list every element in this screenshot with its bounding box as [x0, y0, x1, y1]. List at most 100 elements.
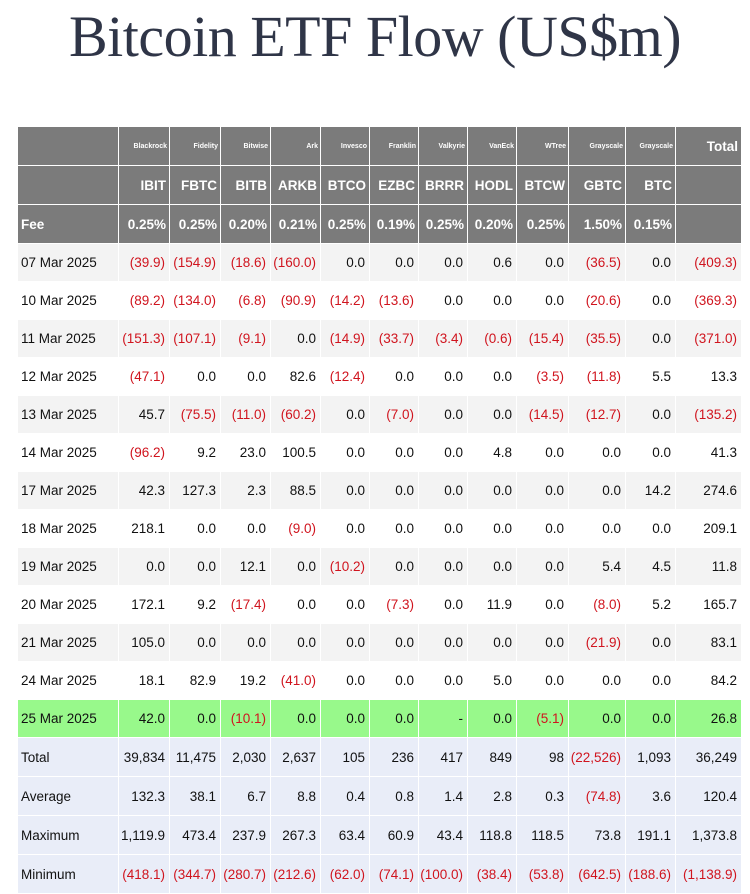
flow-cell: 0.0	[418, 623, 468, 662]
flow-cell: 0.0	[467, 699, 517, 738]
flow-cell: 0.0	[418, 433, 468, 472]
flow-cell: (39.9)	[118, 243, 170, 282]
issuer-header-cell: VanEck	[467, 126, 517, 166]
fee-cell: 0.25%	[118, 204, 170, 244]
summary-cell: (212.6)	[270, 854, 321, 894]
flow-cell: 0.0	[625, 243, 676, 282]
etf-flow-table-container: Blackrock Fidelity Bitwise Ark Invesco F…	[17, 126, 742, 894]
summary-cell: 267.3	[270, 815, 321, 855]
date-cell: 19 Mar 2025	[17, 547, 119, 586]
summary-cell: 236	[369, 737, 419, 777]
total-cell: (371.0)	[675, 319, 742, 358]
flow-cell: (6.8)	[220, 281, 271, 320]
flow-table-body: 07 Mar 2025 (39.9) (154.9) (18.6) (160.0) 0.0…	[17, 243, 742, 894]
flow-cell: 0.0	[270, 585, 321, 624]
flow-cell: 0.0	[169, 509, 221, 548]
total-cell: (409.3)	[675, 243, 742, 282]
flow-cell: 0.0	[516, 509, 569, 548]
flow-cell: 0.0	[369, 509, 419, 548]
issuer-header-cell: Franklin	[369, 126, 419, 166]
flow-cell: 0.0	[625, 281, 676, 320]
table-row: 19 Mar 2025 0.0 0.0 12.1 0.0 (10.2) 0.0 0.0 0.0 0…	[17, 547, 742, 586]
flow-cell: (12.7)	[568, 395, 626, 434]
fee-cell: 0.25%	[169, 204, 221, 244]
summary-cell: (74.1)	[369, 854, 419, 894]
flow-cell: 0.0	[568, 433, 626, 472]
issuer-header-cell	[17, 126, 119, 166]
summary-cell: (62.0)	[320, 854, 370, 894]
summary-cell: 191.1	[625, 815, 676, 855]
summary-cell: 60.9	[369, 815, 419, 855]
flow-cell: (21.9)	[568, 623, 626, 662]
fee-cell: 0.15%	[625, 204, 676, 244]
flow-cell: (33.7)	[369, 319, 419, 358]
summary-cell: 73.8	[568, 815, 626, 855]
flow-cell: 0.0	[418, 547, 468, 586]
flow-cell: 0.0	[320, 471, 370, 510]
table-row: 11 Mar 2025 (151.3) (107.1) (9.1) 0.0 (14.9)(…	[17, 319, 742, 358]
summary-cell: 1.4	[418, 776, 468, 816]
summary-cell: 38.1	[169, 776, 221, 816]
flow-cell: (0.6)	[467, 319, 517, 358]
flow-cell: 42.3	[118, 471, 170, 510]
flow-cell: (151.3)	[118, 319, 170, 358]
table-row: 21 Mar 2025 105.0 0.0 0.0 0.0 0.0 0.0 0.0 0.0 0.0…	[17, 623, 742, 662]
fee-label: Fee	[17, 204, 119, 244]
flow-cell: 0.0	[418, 509, 468, 548]
issuer-header-cell: Grayscale	[625, 126, 676, 166]
flow-cell: 0.0	[516, 433, 569, 472]
flow-cell: (60.2)	[270, 395, 321, 434]
summary-cell: (38.4)	[467, 854, 517, 894]
issuer-header-row: Blackrock Fidelity Bitwise Ark Invesco F…	[17, 126, 742, 166]
summary-cell: (418.1)	[118, 854, 170, 894]
flow-cell: 0.0	[418, 395, 468, 434]
table-row: 14 Mar 2025 (96.2) 9.2 23.0 100.5 0.0 0.0 0.0 4.…	[17, 433, 742, 472]
flow-cell: 0.0	[418, 243, 468, 282]
flow-cell: 45.7	[118, 395, 170, 434]
fee-header-row: Fee 0.25% 0.25% 0.20% 0.21% 0.25% 0.19% …	[17, 204, 742, 244]
summary-cell: (100.0)	[418, 854, 468, 894]
summary-label: Total	[17, 737, 119, 777]
ticker-header-cell: IBIT	[118, 165, 170, 205]
fee-cell: 0.20%	[220, 204, 271, 244]
flow-cell: (134.0)	[169, 281, 221, 320]
flow-cell: (160.0)	[270, 243, 321, 282]
summary-cell: (74.8)	[568, 776, 626, 816]
summary-cell: (280.7)	[220, 854, 271, 894]
flow-cell: 0.0	[625, 433, 676, 472]
flow-cell: 0.0	[320, 395, 370, 434]
total-cell: 84.2	[675, 661, 742, 700]
summary-cell: 2,030	[220, 737, 271, 777]
flow-cell: 0.0	[320, 509, 370, 548]
flow-cell: 0.0	[418, 585, 468, 624]
page-title: Bitcoin ETF Flow (US$m)	[68, 4, 682, 69]
summary-label: Maximum	[17, 815, 119, 855]
date-cell: 25 Mar 2025	[17, 699, 119, 738]
flow-cell: 2.3	[220, 471, 271, 510]
summary-cell: 417	[418, 737, 468, 777]
flow-cell: 0.0	[467, 623, 517, 662]
flow-cell: (90.9)	[270, 281, 321, 320]
issuer-header-cell: Ark	[270, 126, 321, 166]
flow-cell: 0.6	[467, 243, 517, 282]
summary-cell: 39,834	[118, 737, 170, 777]
flow-cell: 0.0	[625, 395, 676, 434]
flow-cell: 0.0	[369, 243, 419, 282]
date-cell: 10 Mar 2025	[17, 281, 119, 320]
flow-cell: 100.5	[270, 433, 321, 472]
flow-cell: 0.0	[516, 471, 569, 510]
table-row: 18 Mar 2025 218.1 0.0 0.0 (9.0) 0.0 0.0 0.0 0.0 0…	[17, 509, 742, 548]
fee-cell: 1.50%	[568, 204, 626, 244]
flow-cell: 0.0	[568, 699, 626, 738]
fee-cell: 0.19%	[369, 204, 419, 244]
summary-cell: 118.5	[516, 815, 569, 855]
flow-cell: 0.0	[568, 509, 626, 548]
flow-cell: (9.1)	[220, 319, 271, 358]
flow-cell: 0.0	[320, 661, 370, 700]
flow-cell: (89.2)	[118, 281, 170, 320]
table-row-latest: 25 Mar 2025 42.0 0.0 (10.1) 0.0 0.0 0.0-0.0 (5.…	[17, 699, 742, 738]
flow-cell: (3.4)	[418, 319, 468, 358]
table-row: 17 Mar 2025 42.3 127.3 2.3 88.5 0.0 0.0 0.0 0.0 0…	[17, 471, 742, 510]
flow-cell: 0.0	[516, 243, 569, 282]
date-cell: 17 Mar 2025	[17, 471, 119, 510]
